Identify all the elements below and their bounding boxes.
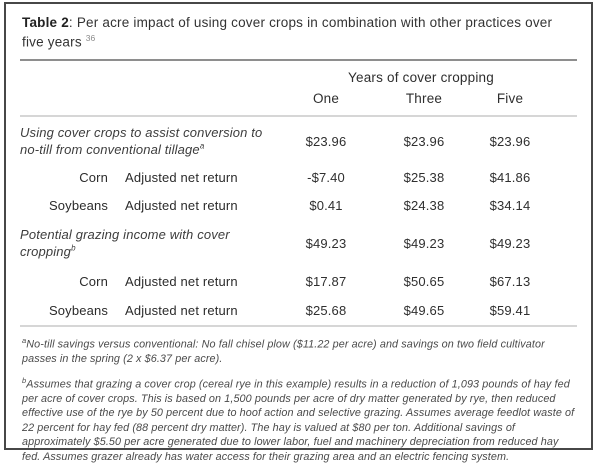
- cell-value: $49.65: [403, 302, 445, 318]
- crop-label: Corn: [79, 169, 108, 185]
- table-frame: Table 2: Per acre impact of using cover …: [4, 2, 593, 463]
- measure-label: Adjusted net return: [125, 169, 238, 185]
- cell-value: $49.23: [305, 235, 347, 251]
- column-group-header: Years of cover cropping: [348, 70, 494, 86]
- measure-label: Adjusted net return: [125, 273, 238, 289]
- column-header-five: Five: [496, 91, 524, 107]
- footnotes: aNo-till savings versus conventional: No…: [20, 336, 577, 464]
- cell-value: $49.23: [489, 235, 531, 251]
- crop-label: Corn: [79, 273, 108, 289]
- cell-value: $34.14: [489, 197, 531, 213]
- footnote-b: bAssumes that grazing a cover crop (cere…: [22, 376, 575, 464]
- cell-value: $23.96: [403, 133, 445, 149]
- measure-label: Adjusted net return: [125, 197, 238, 213]
- table-title-text: : Per acre impact of using cover crops i…: [22, 15, 553, 50]
- cell-value: $59.41: [489, 302, 531, 318]
- footnote-b-marker: b: [22, 375, 27, 385]
- title-footnote-ref: 36: [85, 32, 96, 43]
- footnote-a-marker: a: [22, 336, 27, 346]
- cell-value: $67.13: [489, 273, 531, 289]
- cell-value: $50.65: [403, 273, 445, 289]
- cell-value: $25.68: [305, 302, 347, 318]
- cell-value: $41.86: [489, 169, 531, 185]
- cell-value: $17.87: [305, 273, 347, 289]
- cell-value: -$7.40: [307, 169, 345, 185]
- footnote-b-text: Assumes that grazing a cover crop (cerea…: [22, 378, 575, 463]
- table-title: Table 2: Per acre impact of using cover …: [22, 14, 575, 52]
- footnote-marker-b: b: [71, 243, 76, 253]
- column-header-three: Three: [405, 91, 443, 107]
- footnote-divider: [20, 325, 577, 328]
- footnote-a-text: No-till savings versus conventional: No …: [22, 338, 545, 366]
- footnote-marker-a: a: [199, 141, 205, 151]
- cell-value: $25.38: [403, 169, 445, 185]
- table-title-label: Table 2: [22, 15, 69, 30]
- crop-label: Soybeans: [48, 197, 108, 213]
- column-header-one: One: [312, 91, 340, 107]
- section-row-grazing-label: Potential grazing income with cover crop…: [20, 219, 278, 267]
- header-divider: [20, 115, 577, 118]
- cell-value: $0.41: [309, 197, 343, 213]
- section-label-text: Using cover crops to assist conversion t…: [20, 124, 263, 158]
- table-header: Years of cover cropping One Three Five: [20, 70, 577, 115]
- crop-label: Soybeans: [48, 302, 108, 318]
- measure-label: Adjusted net return: [125, 302, 238, 318]
- section-row-notill-label: Using cover crops to assist conversion t…: [20, 119, 278, 163]
- footnote-a: aNo-till savings versus conventional: No…: [22, 336, 575, 367]
- cell-value: $23.96: [305, 133, 347, 149]
- table-body: Using cover crops to assist conversion t…: [20, 119, 577, 325]
- cell-value: $24.38: [403, 197, 445, 213]
- title-divider: [20, 59, 577, 62]
- cell-value: $49.23: [403, 235, 445, 251]
- section-label-text: Potential grazing income with cover crop…: [20, 226, 230, 260]
- cell-value: $23.96: [489, 133, 531, 149]
